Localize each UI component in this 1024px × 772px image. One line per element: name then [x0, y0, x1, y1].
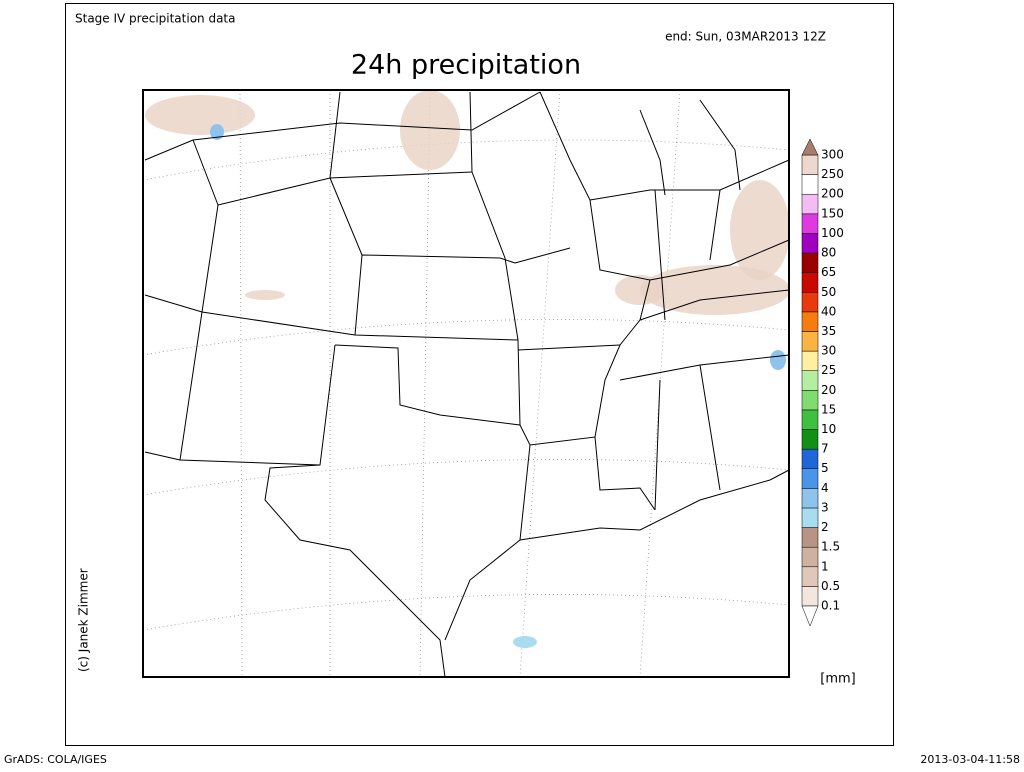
- colorbar-label: 35: [821, 324, 836, 338]
- footer-right: 2013-03-04-11:58: [920, 753, 1020, 766]
- colorbar-label: 250: [821, 167, 844, 181]
- rain-core: [770, 350, 786, 370]
- rain-core: [210, 124, 224, 140]
- colorbar: 0.1 0.5 1 1.5 2 3 4 5 7 10 15 20 25 30 35 40 50 65 80 100 15…: [801, 138, 844, 627]
- colorbar-label: 4: [821, 481, 829, 495]
- colorbar-label: 10: [821, 422, 836, 436]
- colorbar-box: [801, 429, 819, 450]
- colorbar-label: 0.1: [821, 599, 840, 613]
- valid-time: end: Sun, 03MAR2013 12Z: [665, 30, 826, 44]
- colorbar-label: 20: [821, 383, 836, 397]
- credit: (c) Janek Zimmer: [77, 568, 91, 672]
- colorbar-over: [801, 138, 819, 156]
- colorbar-box: [801, 311, 819, 332]
- colorbar-label: 300: [821, 148, 844, 162]
- dataset-label: Stage IV precipitation data: [75, 12, 236, 26]
- colorbar-label: 80: [821, 246, 836, 260]
- colorbar-label: 15: [821, 402, 836, 416]
- colorbar-label: 150: [821, 206, 844, 220]
- colorbar-label: 30: [821, 344, 836, 358]
- colorbar-box: [801, 213, 819, 234]
- colorbar-label: 65: [821, 265, 836, 279]
- colorbar-box: [801, 468, 819, 489]
- precipitation-areas: [145, 90, 790, 648]
- map: [142, 89, 790, 678]
- footer-left: GrADS: COLA/IGES: [4, 753, 107, 766]
- colorbar-box: [801, 507, 819, 528]
- unit-label: [mm]: [820, 672, 855, 687]
- colorbar-label: 50: [821, 285, 836, 299]
- colorbar-box: [801, 272, 819, 293]
- colorbar-label: 40: [821, 304, 836, 318]
- graticule: [142, 89, 790, 678]
- colorbar-label: 1: [821, 559, 829, 573]
- colorbar-box: [801, 292, 819, 313]
- colorbar-label: 25: [821, 363, 836, 377]
- colorbar-box: [801, 409, 819, 430]
- colorbar-label: 200: [821, 187, 844, 201]
- colorbar-box: [801, 174, 819, 195]
- colorbar-box: [801, 331, 819, 352]
- colorbar-label: 7: [821, 442, 829, 456]
- colorbar-box: [801, 488, 819, 509]
- colorbar-box: [801, 448, 819, 469]
- colorbar-box: [801, 193, 819, 215]
- colorbar-box: [801, 350, 819, 371]
- colorbar-box: [801, 252, 819, 273]
- colorbar-box: [801, 566, 819, 587]
- rain-core: [513, 636, 537, 648]
- colorbar-label: 0.5: [821, 579, 840, 593]
- colorbar-box: [801, 527, 819, 548]
- colorbar-box: [801, 233, 819, 254]
- map-title: 24h precipitation: [351, 50, 581, 81]
- map-background: [143, 90, 789, 677]
- colorbar-box: [801, 546, 819, 568]
- colorbar-label: 2: [821, 520, 829, 534]
- state-borders: [144, 91, 790, 678]
- colorbar-box: [801, 586, 819, 607]
- colorbar-box: [801, 370, 819, 391]
- colorbar-label: 3: [821, 500, 829, 514]
- frame: [65, 3, 894, 746]
- colorbar-label: 5: [821, 461, 829, 475]
- colorbar-label: 100: [821, 226, 844, 240]
- colorbar-box: [801, 154, 819, 175]
- map-border: [142, 89, 790, 678]
- colorbar-box: [801, 390, 819, 411]
- colorbar-under: [801, 605, 819, 627]
- colorbar-label: 1.5: [821, 540, 840, 554]
